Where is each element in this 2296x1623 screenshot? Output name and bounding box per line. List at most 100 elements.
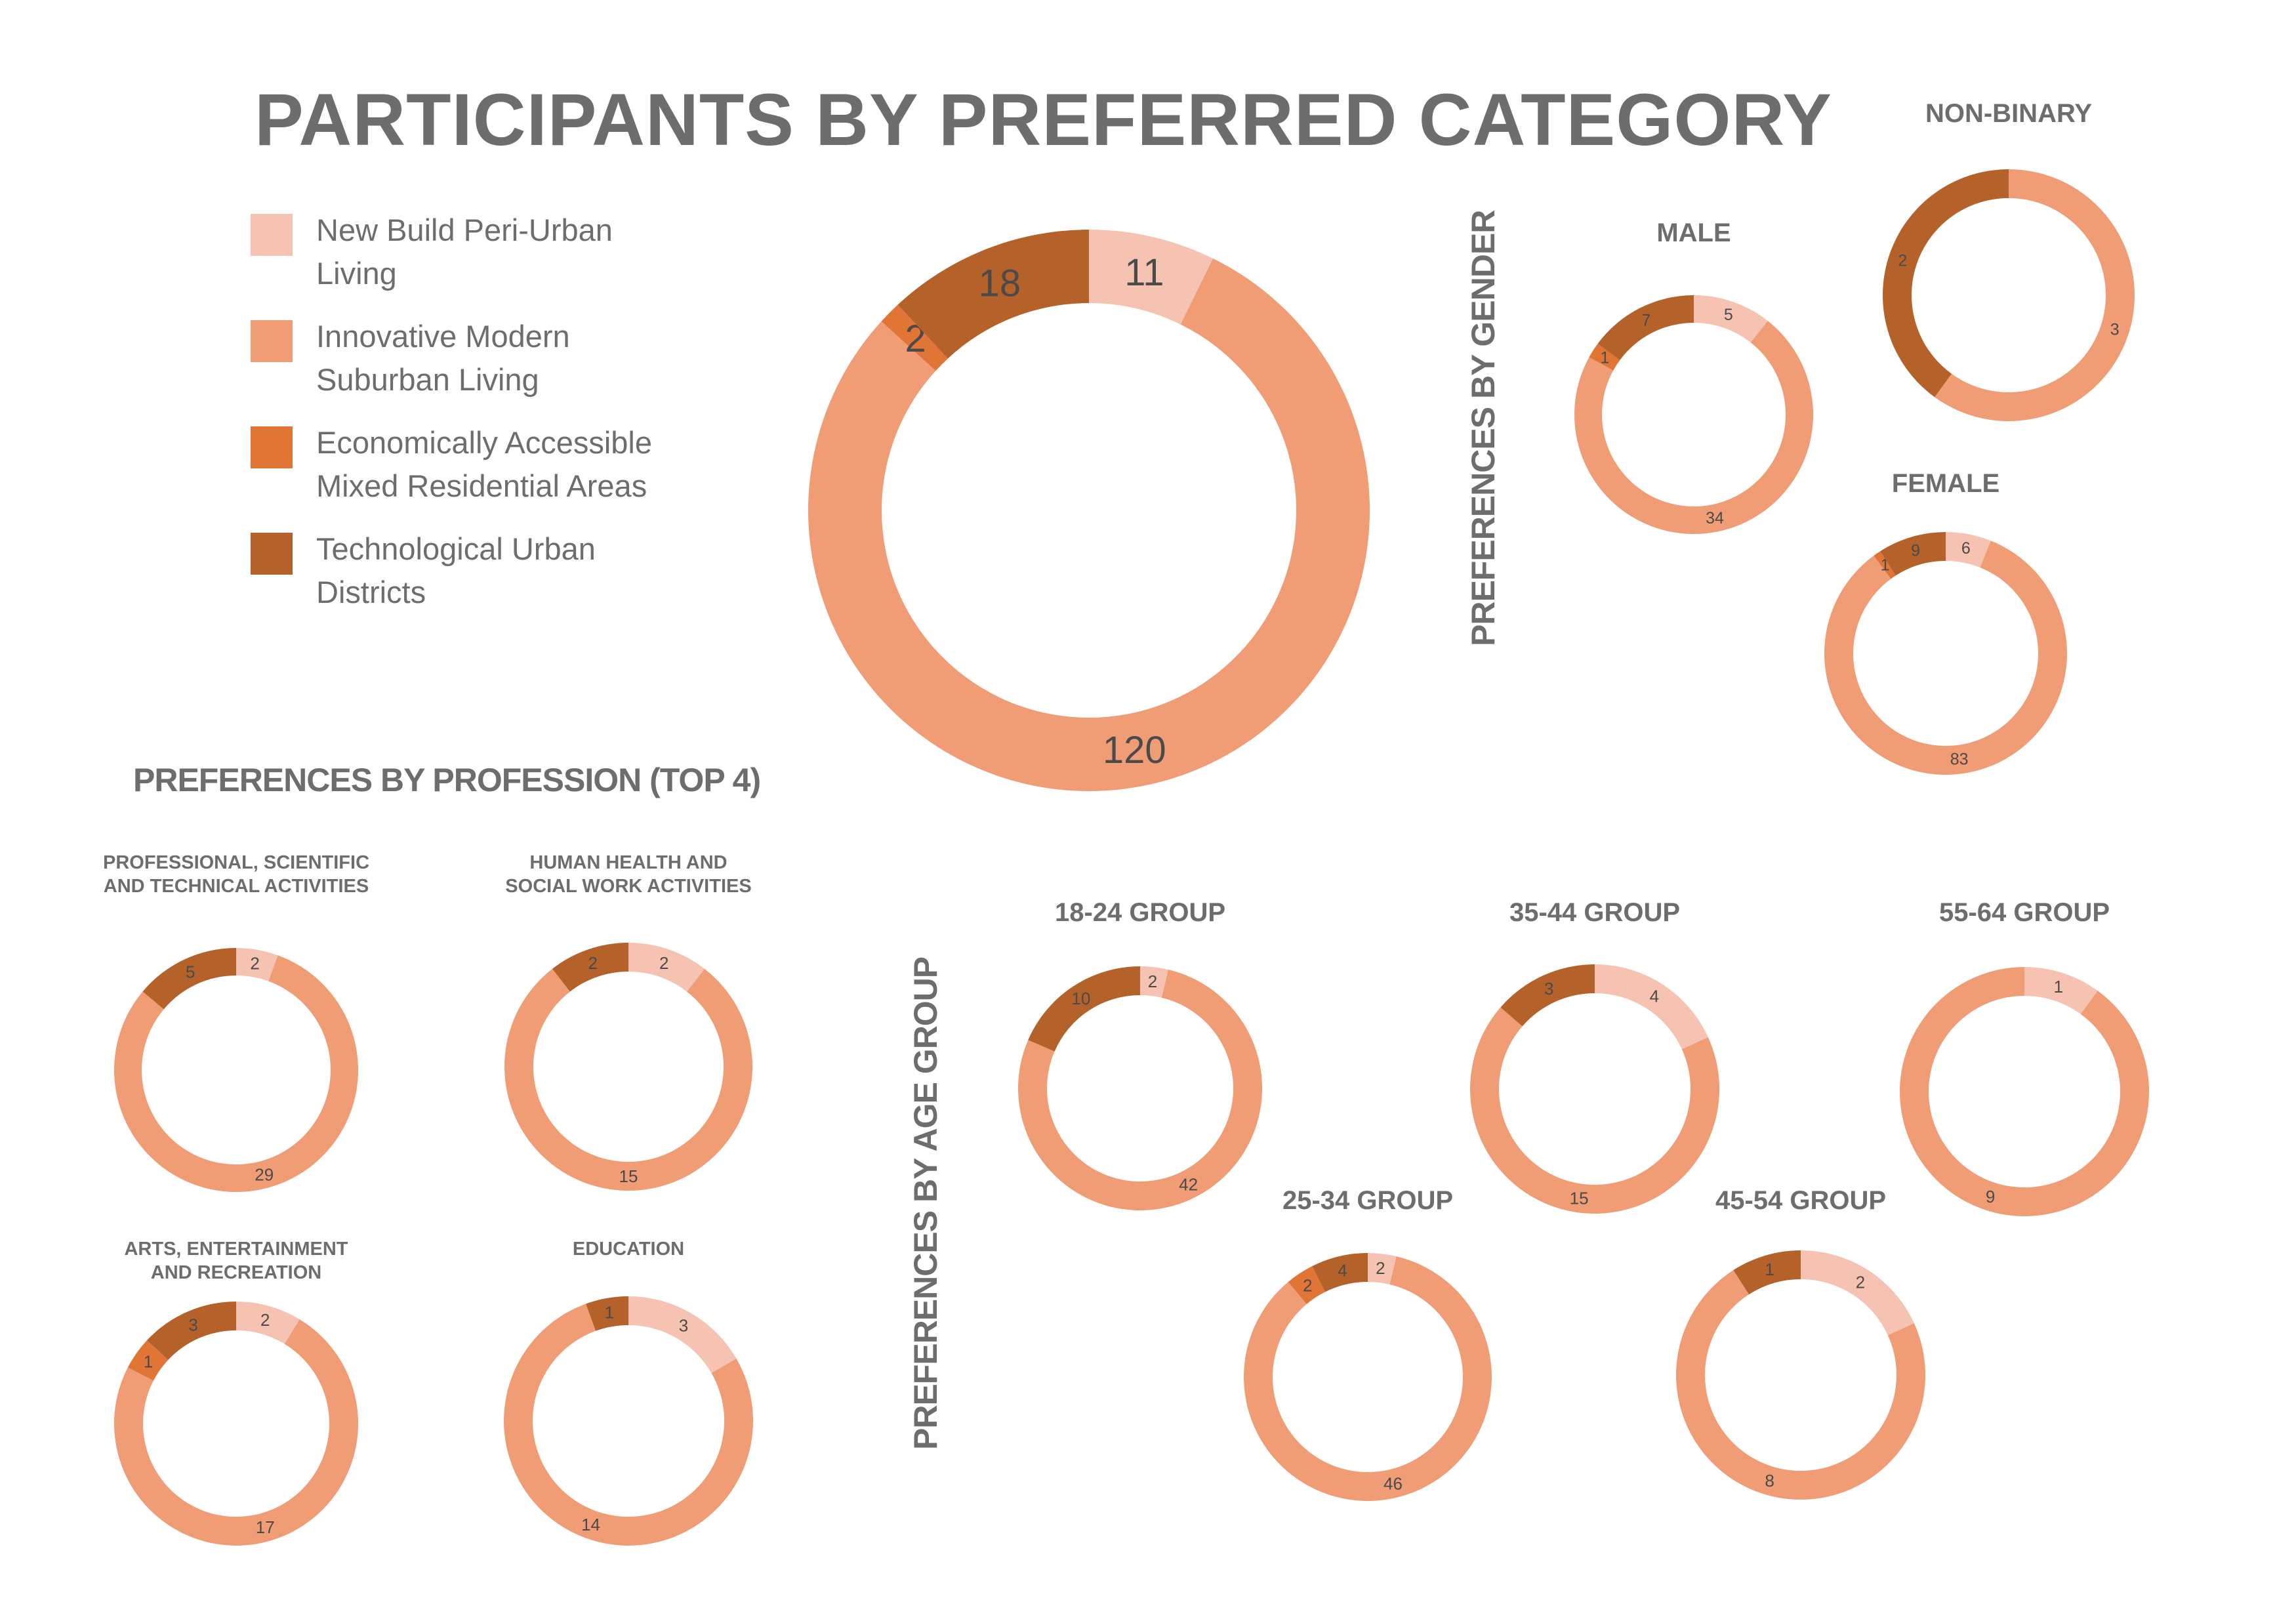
- donut-segment-peri-urban: [628, 943, 705, 992]
- donut-segment-suburban: [808, 258, 1370, 791]
- legend-item-peri-urban: New Build Peri-Urban Living: [251, 209, 775, 315]
- donut-segment-suburban: [504, 968, 752, 1191]
- legend-label-line: Innovative Modern: [316, 319, 570, 354]
- data-label: 29: [255, 1164, 274, 1184]
- page-title: PARTICIPANTS BY PREFERRED CATEGORY: [255, 79, 1832, 161]
- data-label: 83: [1950, 750, 1969, 769]
- donut-chart: 2 8 1: [1675, 1250, 1925, 1500]
- chart-title-line: 45-54 GROUP: [1715, 1186, 1887, 1215]
- legend-label-line: Mixed Residential Areas: [316, 468, 647, 503]
- data-label: 4: [1338, 1261, 1347, 1281]
- chart-title-line: 18-24 GROUP: [1054, 898, 1226, 927]
- data-label: 120: [1103, 729, 1166, 771]
- data-label: 42: [1179, 1175, 1198, 1195]
- data-label: 2: [1376, 1258, 1385, 1278]
- chart-title-line: AND RECREATION: [150, 1262, 322, 1284]
- donut-chart: 19: [1900, 967, 2150, 1216]
- legend: New Build Peri-Urban Living Innovative M…: [251, 209, 775, 634]
- donut-chart: 32: [1883, 169, 2135, 421]
- chart-title: MALE: [1656, 216, 1731, 249]
- chart-title: FEMALE: [1892, 467, 1999, 500]
- data-label: 2: [1898, 251, 1907, 270]
- donut-chart: 2 42 10: [1018, 966, 1262, 1211]
- data-label: 3: [188, 1315, 197, 1335]
- donut-segment-suburban: [1824, 541, 2067, 775]
- donut-segment-urban-districts: [147, 1302, 236, 1361]
- data-label: 2: [1856, 1273, 1865, 1292]
- donut-segment-urban-districts: [1883, 169, 2009, 398]
- donut-segment-urban-districts: [1500, 964, 1595, 1027]
- data-label: 46: [1384, 1473, 1403, 1493]
- data-label: 5: [186, 962, 195, 981]
- chart-title-line: 55-64 GROUP: [1938, 898, 2110, 927]
- chart-title-line: EDUCATION: [572, 1239, 685, 1260]
- data-label: 2: [250, 954, 259, 974]
- chart-title-line: AND TECHNICAL ACTIVITIES: [103, 876, 369, 897]
- donut-segment-mixed-residential: [1589, 344, 1620, 371]
- donut-segment-peri-urban: [1368, 1253, 1397, 1284]
- legend-label-line: Districts: [316, 575, 426, 609]
- chart-title-line: HUMAN HEALTH AND: [529, 852, 728, 873]
- data-label: 9: [1986, 1187, 1995, 1206]
- donut-chart: 4 15 3: [1470, 964, 1719, 1214]
- data-label: 3: [1544, 979, 1553, 998]
- chart-title-line: FEMALE: [1891, 469, 2000, 498]
- donut-segment-urban-districts: [1028, 966, 1140, 1052]
- data-label: 1: [144, 1351, 153, 1371]
- donut-segment-urban-districts: [897, 230, 1089, 359]
- legend-label-line: Suburban Living: [316, 362, 539, 397]
- donut-segment-peri-urban: [1694, 295, 1768, 343]
- chart-title: ARTS, ENTERTAINMENT AND RECREATION: [124, 1237, 348, 1285]
- chart-title: 55-64 GROUP: [1939, 896, 2110, 929]
- section-title-profession: PREFERENCES BY PROFESSION (TOP 4): [133, 762, 761, 798]
- donut-segment-peri-urban: [628, 1296, 737, 1373]
- data-label: 11: [1124, 251, 1164, 294]
- donut-segment-mixed-residential: [881, 304, 948, 371]
- data-label: 1: [1765, 1260, 1774, 1279]
- chart-title: HUMAN HEALTH AND SOCIAL WORK ACTIVITIES: [505, 851, 751, 899]
- donut-segment-urban-districts: [586, 1296, 628, 1331]
- data-label: 4: [1650, 987, 1659, 1006]
- donut-segment-urban-districts: [1597, 295, 1694, 360]
- legend-label-line: Living: [316, 256, 397, 291]
- data-label: 8: [1765, 1471, 1774, 1490]
- chart-title-line: PROFESSIONAL, SCIENTIFIC: [102, 852, 370, 873]
- donut-segment-peri-urban: [1595, 964, 1708, 1050]
- chart-title-line: NON-BINARY: [1925, 99, 2093, 128]
- legend-swatch: [251, 320, 293, 362]
- donut-chart: 2 17 1 3: [114, 1302, 358, 1546]
- data-label: 3: [679, 1316, 688, 1336]
- donut-segment-suburban: [1470, 1007, 1719, 1214]
- donut-segment-suburban: [1900, 967, 2150, 1216]
- data-label: 14: [581, 1515, 600, 1534]
- chart-title: 35-44 GROUP: [1509, 896, 1680, 929]
- legend-swatch: [251, 214, 293, 256]
- data-label: 2: [588, 953, 598, 973]
- donut-segment-urban-districts: [1879, 532, 1946, 576]
- donut-segment-peri-urban: [1140, 966, 1168, 998]
- data-label: 1: [2054, 977, 2063, 996]
- data-label: 7: [1641, 311, 1650, 329]
- donut-segment-peri-urban: [236, 948, 278, 981]
- chart-title-line: ARTS, ENTERTAINMENT: [124, 1239, 348, 1260]
- donut-chart: 3 14 1: [504, 1296, 753, 1546]
- legend-swatch: [251, 533, 293, 575]
- data-label: 34: [1706, 509, 1724, 527]
- donut-segment-peri-urban: [1801, 1250, 1914, 1336]
- donut-segment-peri-urban: [236, 1302, 300, 1344]
- donut-chart: 2 15 2: [504, 943, 752, 1191]
- legend-item-suburban: Innovative Modern Suburban Living: [251, 315, 775, 421]
- legend-label-line: Technological Urban: [316, 531, 596, 566]
- data-label: 3: [2110, 321, 2120, 339]
- data-label: 2: [260, 1310, 270, 1330]
- data-label: 1: [1600, 348, 1609, 367]
- data-label: 2: [1148, 972, 1157, 991]
- data-label: 17: [256, 1517, 275, 1537]
- donut-segment-urban-districts: [1312, 1253, 1368, 1292]
- data-label: 6: [1961, 539, 1971, 558]
- donut-segment-peri-urban: [2024, 967, 2098, 1014]
- chart-title: 45-54 GROUP: [1715, 1184, 1886, 1217]
- data-label: 2: [1303, 1275, 1312, 1295]
